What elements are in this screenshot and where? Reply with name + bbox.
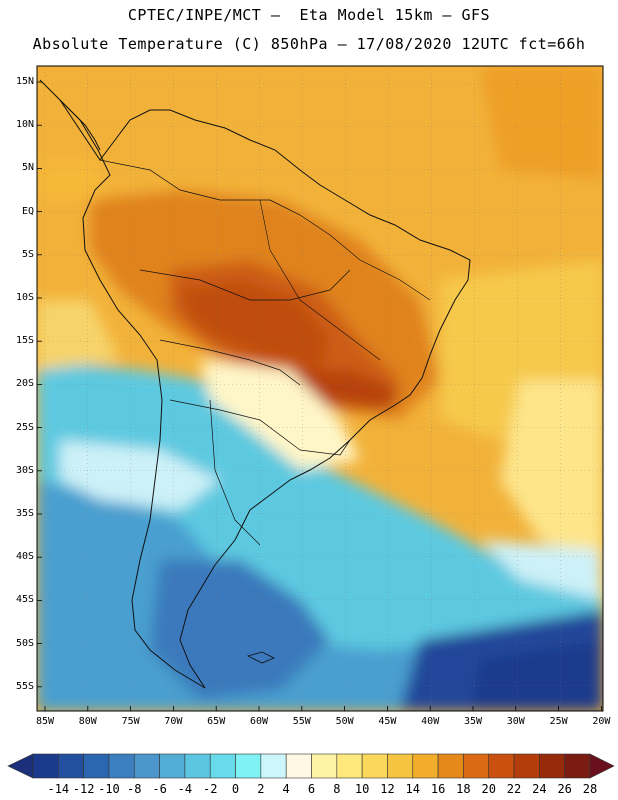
lat-tick-label: 15S [15, 335, 34, 347]
colorbar-swatch [336, 753, 363, 779]
lat-tick-label: EQ [21, 205, 34, 217]
lon-tick-label: 20W [592, 716, 611, 727]
lon-tick-label: 65W [207, 716, 226, 727]
lat-tick-label: 25S [15, 421, 34, 433]
colorbar-label: -10 [98, 782, 120, 796]
lon-tick-label: 70W [164, 716, 183, 727]
lon-tick-label: 30W [506, 716, 525, 727]
colorbar-swatch [387, 753, 414, 779]
colorbar-label: 0 [231, 782, 240, 796]
lon-tick-label: 75W [121, 716, 140, 727]
colorbar-swatch [159, 753, 186, 779]
lat-tick-label: 10S [15, 292, 34, 303]
lon-tick-label: 40W [421, 716, 440, 727]
lat-tick-label: 30S [15, 464, 34, 476]
colorbar-swatch [209, 753, 236, 779]
colorbar-label: -12 [72, 782, 95, 796]
lat-tick-label: 45S [15, 594, 34, 606]
lat-tick-label: 50S [15, 637, 34, 649]
colorbar-label: -6 [152, 782, 167, 796]
lon-tick-label: 60W [249, 716, 269, 727]
lat-tick-label: 5N [21, 162, 34, 174]
lon-tick-label: 45W [378, 716, 397, 727]
lon-tick-label: 50W [335, 716, 354, 727]
colorbar-swatch [488, 753, 515, 779]
lat-tick-label: 35S [15, 508, 34, 519]
colorbar-swatch [108, 753, 135, 779]
lon-tick-label: 25W [549, 716, 568, 727]
lat-tick-label: 40S [15, 551, 34, 563]
colorbar-label: 22 [506, 782, 522, 796]
colorbar-swatch [437, 753, 464, 779]
lat-tick-label: 55S [15, 680, 34, 692]
lon-tick-label: 85W [35, 716, 55, 727]
lat-tick-label: 15N [15, 76, 34, 87]
colorbar-swatch [463, 753, 490, 779]
chart-subtitle: Absolute Temperature (C) 850hPa – 17/08/… [32, 35, 586, 53]
colorbar-swatch [285, 753, 312, 779]
colorbar-label: -4 [177, 782, 193, 796]
colorbar-swatch [32, 753, 59, 779]
colorbar-swatch [361, 753, 388, 779]
colorbar-swatch [235, 753, 262, 779]
colorbar-label: -2 [202, 782, 218, 796]
colorbar-min-arrow [7, 753, 34, 779]
colorbar-label: 26 [557, 782, 572, 796]
colorbar-max-arrow [589, 753, 615, 779]
lat-tick-label: 5S [21, 248, 34, 260]
colorbar-label: 16 [430, 782, 446, 796]
lon-tick-label: 80W [78, 716, 97, 727]
colorbar-swatch [513, 753, 540, 779]
colorbar-label: 6 [307, 782, 316, 796]
colorbar-label: 14 [405, 782, 420, 796]
lat-tick-label: 10N [15, 119, 34, 131]
colorbar-label: 18 [456, 782, 471, 796]
colorbar-swatch [83, 753, 110, 779]
colorbar-label: 2 [257, 782, 265, 796]
colorbar-swatch [412, 753, 439, 779]
colorbar-swatch [184, 753, 211, 779]
colorbar-swatch [260, 753, 287, 779]
colorbar-label: 20 [481, 782, 496, 796]
colorbar-swatch [133, 753, 160, 779]
colorbar-label: 8 [333, 782, 341, 796]
colorbar-label: 10 [354, 782, 370, 796]
colorbar-swatch [311, 753, 338, 779]
chart-title: CPTEC/INPE/MCT – Eta Model 15km – GFS [127, 6, 491, 24]
colorbar-label: -14 [47, 782, 70, 796]
colorbar [7, 753, 615, 779]
lon-tick-label: 55W [292, 716, 311, 727]
lat-tick-label: 20S [15, 378, 34, 390]
colorbar-label: -8 [127, 782, 142, 796]
colorbar-label: 24 [532, 782, 547, 796]
colorbar-label: 28 [582, 782, 598, 796]
lon-tick-label: 35W [463, 716, 483, 727]
colorbar-swatch [58, 753, 84, 779]
colorbar-label: 12 [380, 782, 395, 796]
temperature-field [37, 66, 603, 711]
colorbar-swatch [564, 753, 591, 779]
colorbar-label: 4 [282, 782, 290, 796]
colorbar-swatch [539, 753, 565, 779]
